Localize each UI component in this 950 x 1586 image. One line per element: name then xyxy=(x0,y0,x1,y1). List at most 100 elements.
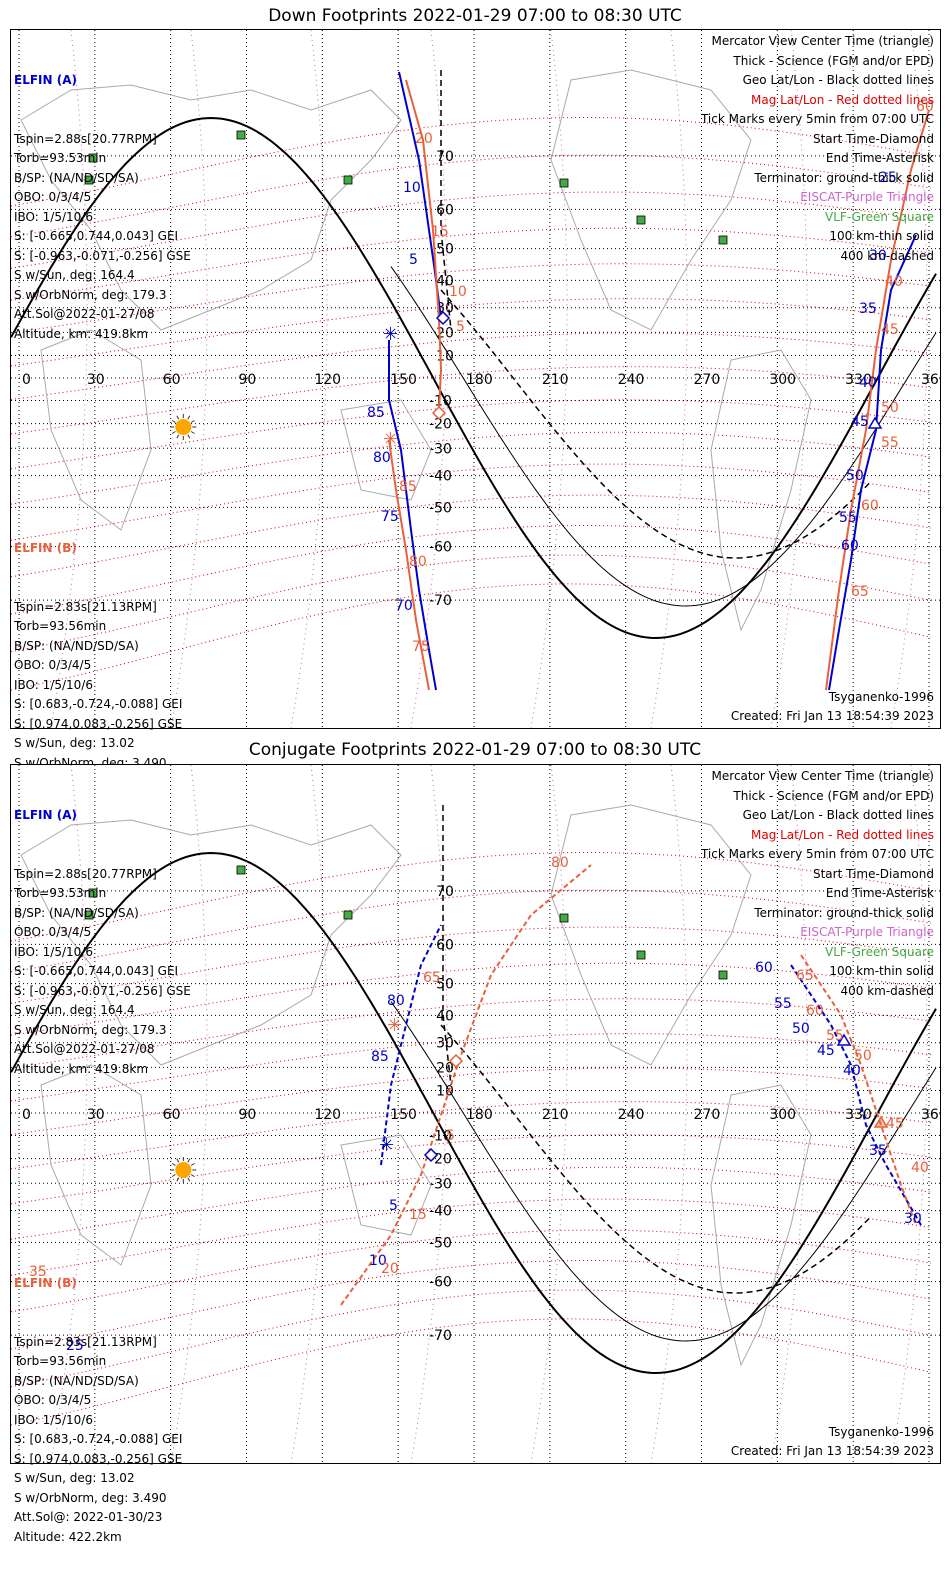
info-line: IBO: 1/5/10/6 xyxy=(14,944,93,959)
created-label: Created: Fri Jan 13 18:54:39 2023 xyxy=(730,1444,934,1458)
start-diamond-marker xyxy=(423,1147,439,1163)
lon-tick-label: 210 xyxy=(542,372,569,388)
elfin-b-track xyxy=(340,864,592,1306)
elfin-a-track xyxy=(380,924,442,1166)
mag-latitude-line xyxy=(11,852,932,942)
elfin-b-tick-label: 45 xyxy=(886,1116,904,1132)
elfin-b-tick-label: 60 xyxy=(806,1003,824,1019)
legend-entry: Terminator: ground-thick solid xyxy=(754,170,934,185)
lon-tick-label: 90 xyxy=(239,372,257,388)
elfin-b-tick-label: 60 xyxy=(916,99,934,115)
terminator-100km xyxy=(390,266,937,607)
sun-ray xyxy=(176,434,180,439)
elfin-b-tick-label: 20 xyxy=(415,131,433,147)
continent-outline xyxy=(710,1084,812,1367)
legend-entry: 100 km-thin solid xyxy=(829,964,934,978)
sun-ray xyxy=(187,415,191,420)
lon-tick-label: 150 xyxy=(390,372,417,388)
vlf-station-square xyxy=(236,865,246,875)
satellite-tracks xyxy=(340,805,922,1306)
elfin-b-tick-label: 55 xyxy=(881,435,899,451)
info-line: S: [0.683,-0.724,-0.088] GEI xyxy=(14,1432,183,1446)
info-line: S w/OrbNorm, deg: 179.3 xyxy=(14,1022,167,1037)
legend-entry: Geo Lat/Lon - Black dotted lines xyxy=(742,73,934,87)
elfin-a-info: ELFIN (A) Tspin=2.88s[20.77RPM] Torb=93.5… xyxy=(14,767,191,1118)
terminator-400km xyxy=(442,805,452,1086)
sun-ray xyxy=(171,1174,176,1177)
elfin-b-info: ELFIN (B) Tspin=2.83s[21.13RPM] Torb=93.5… xyxy=(14,1235,182,1586)
terminator-400km xyxy=(440,289,872,559)
elfin-a-tick-label: 55 xyxy=(774,996,792,1012)
elfin-b-tick-label: 40 xyxy=(911,1160,929,1176)
elfin-b-tick-label: 5 xyxy=(456,319,465,335)
lat-tick-label: 70 xyxy=(436,149,454,165)
elfin-a-tick-label: 10 xyxy=(403,180,421,196)
legend-entry: Mag Lat/Lon - Red dotted lines xyxy=(750,827,934,842)
mag-longitude-line xyxy=(170,765,208,1463)
info-line: OBO: 0/3/4/5 xyxy=(14,925,92,939)
info-line: S: [-0.665,0.744,0.043] GEI xyxy=(14,964,179,978)
elfin-a-track xyxy=(828,234,917,691)
info-line: Tspin=2.88s[20.77RPM] xyxy=(14,131,157,146)
sun-ray xyxy=(190,431,195,434)
lat-tick-label: 10 xyxy=(436,1084,454,1100)
elfin-b-tick-label: 15 xyxy=(431,224,449,240)
elfin-a-tick-label: 30 xyxy=(904,1211,922,1227)
end-asterisk-marker: ✳ xyxy=(379,1135,394,1156)
mag-latitude-line xyxy=(11,962,932,1036)
sun-ray xyxy=(190,1174,195,1177)
vlf-station-square xyxy=(559,913,569,923)
lat-tick-label: 50 xyxy=(436,977,454,993)
elfin-b-header: ELFIN (B) xyxy=(14,1276,77,1290)
info-line: Torb=93.56min xyxy=(14,1354,107,1368)
info-line: Att.Sol@: 2022-01-30/23 xyxy=(14,1510,163,1524)
mag-latitude-line xyxy=(11,1289,932,1388)
mag-longitude-line xyxy=(890,765,928,1463)
info-line: Altitude, km: 419.8km xyxy=(14,1061,149,1076)
elfin-a-tick-label: 25 xyxy=(879,170,897,186)
model-label: Tsyganenko-1996 xyxy=(828,690,934,704)
elfin-b-tick-label: 85 xyxy=(399,479,417,495)
elfin-b-tick-label: 35 xyxy=(29,1264,47,1280)
elfin-b-tick-label: 65 xyxy=(851,584,869,600)
legend-entry: 400 km-dashed xyxy=(840,248,934,263)
legend-entry: End Time-Asterisk xyxy=(825,151,934,165)
info-line: S: [0.683,-0.724,-0.088] GEI xyxy=(14,697,183,711)
sun-ray xyxy=(187,1158,191,1163)
lat-tick-label: 30 xyxy=(436,1036,454,1052)
mag-longitude-line xyxy=(170,30,208,728)
legend-entry: Tick Marks every 5min from 07:00 UTC xyxy=(700,847,934,861)
legend-entry: 400 km-dashed xyxy=(840,983,934,998)
elfin-b-tick-label: 80 xyxy=(409,554,427,570)
info-line: Tspin=2.83s[21.13RPM] xyxy=(14,599,157,614)
info-line: S: [-0.665,0.744,0.043] GEI xyxy=(14,229,179,243)
elfin-a-lines: Tspin=2.88s[20.77RPM] Torb=93.53min B/SP: … xyxy=(14,130,191,345)
continent-outline xyxy=(40,329,152,531)
lat-tick-label: 50 xyxy=(436,242,454,258)
mag-grid xyxy=(11,30,932,728)
mag-latitude-line xyxy=(11,431,932,505)
legend-entry: End Time-Asterisk xyxy=(825,886,934,900)
elfin-a-info: ELFIN (A) Tspin=2.88s[20.77RPM] Torb=93.5… xyxy=(14,32,191,383)
mag-longitude-line xyxy=(890,30,928,728)
info-line: OBO: 0/3/4/5 xyxy=(14,1393,92,1407)
info-line: S: [0.974,0.083,-0.256] GSE xyxy=(14,716,183,731)
legend-entry: EISCAT-Purple Triangle xyxy=(800,190,934,204)
info-line: S w/Sun, deg: 13.02 xyxy=(14,1471,135,1485)
info-line: Torb=93.53min xyxy=(14,151,107,165)
elfin-b-tick-label: 40 xyxy=(885,274,903,290)
lon-tick-label: 240 xyxy=(618,372,645,388)
elfin-a-tick-label: 50 xyxy=(846,468,864,484)
map-canvas-down: 0 30 60 90 120 150 180 210 240 270 300 330 360 70 60 50… xyxy=(11,30,940,728)
lat-tick-label: -60 xyxy=(429,540,452,556)
elfin-a-header: ELFIN (A) xyxy=(14,808,77,822)
end-asterisk-marker: ✳ xyxy=(383,324,398,345)
info-line: Att.Sol@2022-01-27/08 xyxy=(14,1042,155,1056)
info-line: Tspin=2.88s[20.77RPM] xyxy=(14,866,157,881)
info-line: Tspin=2.83s[21.13RPM] xyxy=(14,1334,157,1349)
terminator-400km xyxy=(440,1024,872,1294)
mag-longitude-line xyxy=(770,30,808,728)
lon-tick-label: 60 xyxy=(163,372,181,388)
mag-latitude-line xyxy=(11,554,932,653)
lon-tick-label: 360 xyxy=(921,372,940,388)
